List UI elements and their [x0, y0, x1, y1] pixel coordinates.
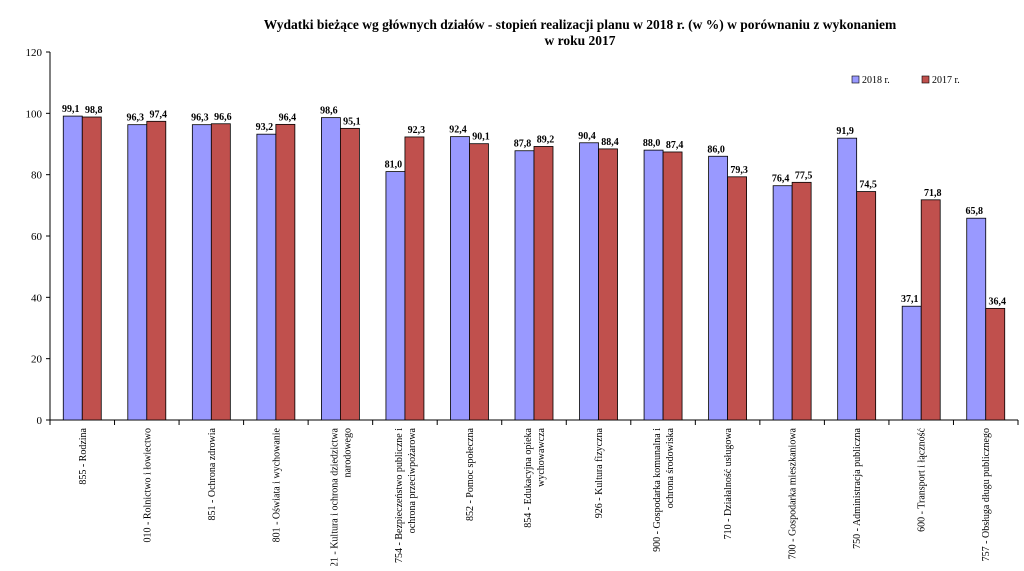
bar-2017 [81, 116, 102, 421]
bar-2017 [791, 181, 812, 421]
data-label-2017: 95,1 [343, 116, 361, 127]
bar-2018 [901, 305, 922, 421]
bar-2017 [856, 191, 877, 421]
bar-2018 [837, 137, 858, 421]
data-labels: 99,1 98,8 96,3 97,4 96,3 96,6 93,2 96,4 98,6 95,1… [62, 104, 1006, 307]
bar-2018 [127, 124, 148, 421]
y-tick-label: 60 [31, 231, 43, 243]
bar-2018 [772, 185, 793, 421]
data-label-2018: 93,2 [256, 122, 274, 133]
chart-title-line-2: w roku 2017 [544, 33, 615, 48]
bar-2017 [920, 199, 941, 421]
bar-2018 [385, 171, 406, 421]
data-label-2017: 98,8 [85, 105, 103, 116]
category-label: 855 - Rodzina [78, 427, 89, 484]
y-tick-label: 100 [26, 108, 43, 120]
category-label: wychowawcza [536, 427, 547, 486]
category-label: 750 - Administracja publiczna [852, 427, 863, 548]
bar-2017 [662, 151, 683, 421]
category-label: 754 - Bezpieczeństwo publiczne i [394, 428, 405, 563]
bar-2017 [146, 120, 167, 421]
data-label-2018: 88,0 [643, 138, 661, 149]
category-label: 700 - Gospodarka mieszkaniowa [788, 427, 799, 559]
category-label: 851 - Ochrona zdrowia [207, 427, 218, 520]
bar-2018 [256, 133, 277, 421]
data-label-2017: 96,4 [279, 112, 297, 123]
data-label-2018: 96,3 [127, 113, 145, 124]
bar-2017 [727, 176, 747, 421]
data-label-2018: 87,8 [514, 139, 532, 150]
category-label: 921 - Kultura i ochrona dziedzictwa [329, 427, 340, 566]
category-label: 801 - Oświata i wychowanie [271, 427, 282, 542]
category-label: ochrona przeciwpożarowa [407, 427, 418, 533]
y-tick-label: 120 [26, 47, 43, 59]
data-label-2017: 92,3 [408, 125, 426, 136]
bar-2018 [708, 155, 728, 421]
category-labels: 855 - Rodzina 010 - Rolnictwo i łowiectwo… [78, 427, 992, 571]
bar-2017 [210, 123, 231, 421]
bar-2017 [533, 146, 554, 421]
bar-2017 [469, 143, 489, 421]
bar-2018 [514, 150, 535, 421]
data-label-2018: 91,9 [836, 126, 854, 137]
data-label-2017: 77,5 [795, 170, 813, 181]
bar-2018 [643, 149, 664, 421]
category-label: 852 - Pomoc społeczna [465, 427, 476, 521]
data-label-2018: 99,1 [62, 104, 80, 115]
data-label-2017: 87,4 [666, 140, 684, 151]
legend-swatch-2018 [851, 75, 860, 84]
legend-label-2018: 2018 r. [862, 75, 890, 86]
data-label-2018: 96,3 [191, 113, 209, 124]
legend-box [842, 68, 984, 90]
data-label-2018: 86,0 [707, 144, 725, 155]
y-tick-label: 0 [37, 415, 43, 427]
data-label-2018: 92,4 [449, 125, 467, 136]
y-tick-label: 20 [31, 354, 43, 366]
data-label-2018: 37,1 [901, 294, 919, 305]
data-label-2017: 97,4 [150, 109, 168, 120]
category-label: ochrona środowiska [665, 427, 676, 508]
data-label-2018: 76,4 [772, 174, 790, 185]
data-label-2017: 90,1 [472, 132, 490, 143]
category-label: narodowego [342, 428, 353, 477]
bars [62, 115, 1006, 421]
category-label: 010 - Rolnictwo i łowiectwo [142, 428, 153, 542]
legend-swatch-2017 [921, 75, 930, 84]
bar-2017 [275, 123, 296, 421]
category-label: 600 - Transport i łączność [917, 427, 928, 531]
bar-2017 [985, 307, 1006, 421]
category-label: 926 - Kultura fizyczna [594, 427, 605, 518]
legend: 2018 r. 2017 r. [842, 68, 984, 90]
bar-2018 [966, 217, 987, 421]
bar-2017 [404, 136, 425, 421]
data-label-2017: 74,5 [859, 180, 877, 191]
data-label-2018: 90,4 [578, 131, 596, 142]
chart-title-line-1: Wydatki bieżące wg głównych działów - st… [264, 17, 897, 32]
y-tick-label: 80 [31, 170, 43, 182]
bar-2018 [62, 115, 83, 421]
bar-2018 [579, 142, 599, 421]
legend-label-2017: 2017 r. [932, 75, 960, 86]
bar-2018 [320, 117, 341, 421]
data-label-2017: 36,4 [988, 296, 1006, 307]
y-tick-label: 40 [31, 292, 43, 304]
data-label-2017: 96,6 [214, 112, 232, 123]
data-label-2018: 65,8 [965, 206, 983, 217]
data-label-2017: 71,8 [924, 188, 942, 199]
category-label: 757 - Obsługa długu publicznego [981, 428, 992, 561]
category-label: 710 - Działalność usługowa [723, 427, 734, 539]
bar-2017 [598, 148, 618, 421]
data-label-2018: 81,0 [385, 160, 403, 171]
bar-2018 [191, 124, 212, 421]
category-label: 854 - Edukacyjna opieka [523, 427, 534, 527]
category-label: 900 - Gospodarka komunalna i [652, 428, 663, 552]
bar-2018 [450, 136, 470, 421]
data-label-2018: 98,6 [320, 106, 338, 117]
data-label-2017: 89,2 [537, 134, 555, 145]
data-label-2017: 79,3 [730, 165, 748, 176]
data-label-2017: 88,4 [601, 137, 619, 148]
bar-2017 [339, 127, 360, 421]
